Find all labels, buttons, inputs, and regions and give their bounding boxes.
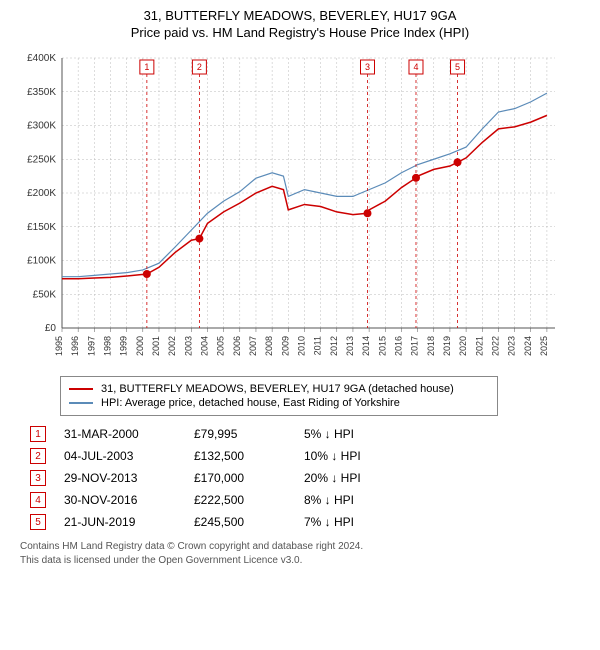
transaction-price: £79,995 <box>194 427 304 441</box>
transaction-date: 30-NOV-2016 <box>64 493 194 507</box>
legend-item: HPI: Average price, detached house, East… <box>69 397 489 409</box>
table-row: 5 21-JUN-2019£245,5007% ↓ HPI <box>30 514 590 530</box>
svg-text:£100K: £100K <box>27 256 56 267</box>
line-chart-svg: £0 £50K £100K £150K £200K £250K £300K £350K £400… <box>10 48 570 368</box>
legend-swatch <box>69 402 93 404</box>
svg-text:2011: 2011 <box>313 336 323 355</box>
svg-text:4: 4 <box>413 62 418 72</box>
svg-text:1999: 1999 <box>119 336 129 356</box>
table-row: 2 04-JUL-2003£132,50010% ↓ HPI <box>30 448 590 464</box>
svg-text:2025: 2025 <box>539 336 549 356</box>
table-row: 4 30-NOV-2016£222,5008% ↓ HPI <box>30 492 590 508</box>
svg-text:2020: 2020 <box>458 336 468 356</box>
svg-text:2003: 2003 <box>183 336 193 356</box>
svg-text:2: 2 <box>197 62 202 72</box>
transaction-diff: 5% ↓ HPI <box>304 427 424 441</box>
transaction-marker: 5 <box>30 514 46 530</box>
svg-text:2024: 2024 <box>523 336 533 356</box>
svg-text:2009: 2009 <box>280 336 290 356</box>
chart-title: 31, BUTTERFLY MEADOWS, BEVERLEY, HU17 9G… <box>10 8 590 23</box>
transaction-price: £222,500 <box>194 493 304 507</box>
svg-text:2015: 2015 <box>377 336 387 356</box>
svg-text:2022: 2022 <box>490 336 500 356</box>
transaction-date: 29-NOV-2013 <box>64 471 194 485</box>
transaction-date: 31-MAR-2000 <box>64 427 194 441</box>
svg-text:2006: 2006 <box>232 336 242 356</box>
svg-text:1998: 1998 <box>102 336 112 356</box>
svg-text:£250K: £250K <box>27 154 56 165</box>
transactions-table: 131-MAR-2000£79,9955% ↓ HPI204-JUL-2003£… <box>30 426 590 530</box>
svg-text:1: 1 <box>144 62 149 72</box>
svg-text:£150K: £150K <box>27 222 56 233</box>
transaction-diff: 7% ↓ HPI <box>304 515 424 529</box>
transaction-date: 21-JUN-2019 <box>64 515 194 529</box>
transaction-price: £245,500 <box>194 515 304 529</box>
table-row: 1 31-MAR-2000£79,9955% ↓ HPI <box>30 426 590 442</box>
svg-text:2021: 2021 <box>474 336 484 356</box>
transaction-diff: 10% ↓ HPI <box>304 449 424 463</box>
svg-text:2002: 2002 <box>167 336 177 356</box>
svg-text:2008: 2008 <box>264 336 274 356</box>
svg-text:2001: 2001 <box>151 336 161 356</box>
svg-text:2004: 2004 <box>199 336 209 356</box>
transaction-marker: 1 <box>30 426 46 442</box>
svg-text:£400K: £400K <box>27 53 56 64</box>
svg-text:2012: 2012 <box>329 336 339 356</box>
svg-text:2017: 2017 <box>410 336 420 356</box>
transaction-price: £170,000 <box>194 471 304 485</box>
svg-text:£0: £0 <box>45 323 57 334</box>
svg-text:5: 5 <box>455 62 460 72</box>
svg-text:1996: 1996 <box>70 336 80 356</box>
transaction-diff: 20% ↓ HPI <box>304 471 424 485</box>
svg-text:1997: 1997 <box>86 336 96 356</box>
svg-text:2010: 2010 <box>296 336 306 356</box>
legend-swatch <box>69 388 93 390</box>
svg-text:2018: 2018 <box>426 336 436 356</box>
legend-item: 31, BUTTERFLY MEADOWS, BEVERLEY, HU17 9G… <box>69 383 489 395</box>
svg-text:2000: 2000 <box>135 336 145 356</box>
footer-attribution: Contains HM Land Registry data © Crown c… <box>20 540 590 568</box>
svg-text:£300K: £300K <box>27 121 56 132</box>
svg-text:2007: 2007 <box>248 336 258 356</box>
legend: 31, BUTTERFLY MEADOWS, BEVERLEY, HU17 9G… <box>60 376 498 416</box>
svg-text:2023: 2023 <box>507 336 517 356</box>
footer-line-1: Contains HM Land Registry data © Crown c… <box>20 540 590 554</box>
svg-text:2013: 2013 <box>345 336 355 356</box>
svg-text:£200K: £200K <box>27 188 56 199</box>
legend-label: 31, BUTTERFLY MEADOWS, BEVERLEY, HU17 9G… <box>101 383 454 395</box>
svg-text:£350K: £350K <box>27 87 56 98</box>
legend-label: HPI: Average price, detached house, East… <box>101 397 400 409</box>
transaction-marker: 3 <box>30 470 46 486</box>
svg-text:2019: 2019 <box>442 336 452 356</box>
transaction-marker: 2 <box>30 448 46 464</box>
transaction-marker: 4 <box>30 492 46 508</box>
transaction-price: £132,500 <box>194 449 304 463</box>
svg-text:3: 3 <box>365 62 370 72</box>
footer-line-2: This data is licensed under the Open Gov… <box>20 554 590 568</box>
svg-text:1995: 1995 <box>54 336 64 356</box>
svg-text:2016: 2016 <box>393 336 403 356</box>
table-row: 3 29-NOV-2013£170,00020% ↓ HPI <box>30 470 590 486</box>
svg-text:2014: 2014 <box>361 336 371 356</box>
svg-text:£50K: £50K <box>33 289 57 300</box>
chart-area: £0 £50K £100K £150K £200K £250K £300K £350K £400… <box>10 48 590 368</box>
chart-subtitle: Price paid vs. HM Land Registry's House … <box>10 25 590 40</box>
svg-text:2005: 2005 <box>216 336 226 356</box>
transaction-diff: 8% ↓ HPI <box>304 493 424 507</box>
transaction-date: 04-JUL-2003 <box>64 449 194 463</box>
